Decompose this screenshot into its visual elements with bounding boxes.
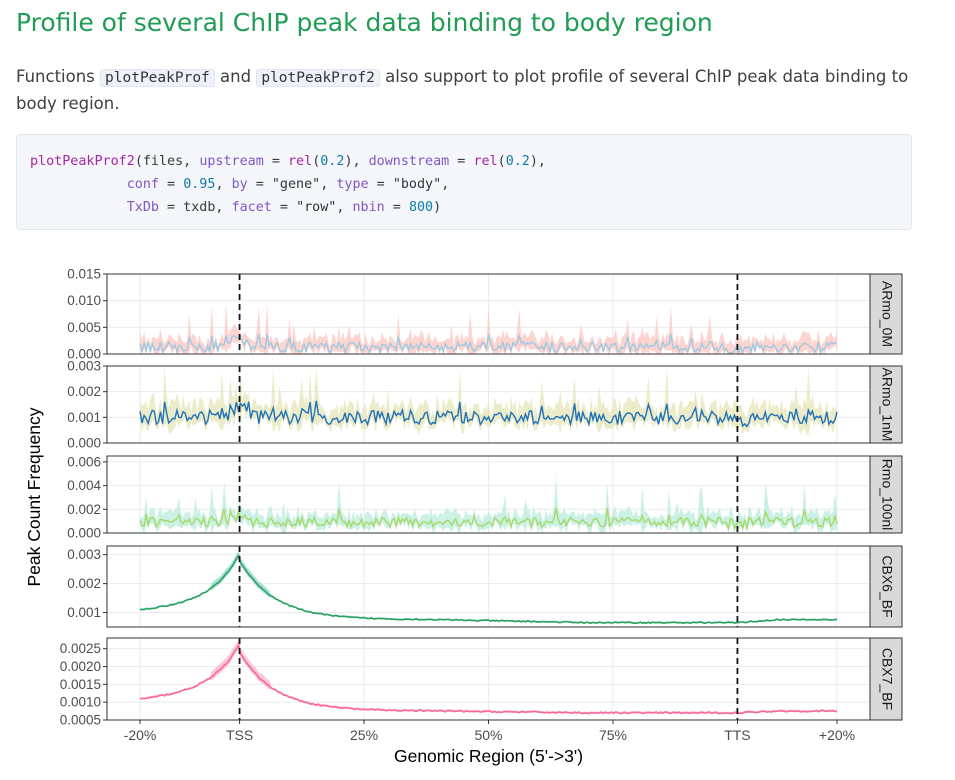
code-token: conf	[126, 177, 159, 192]
y-tick-label: 0.001	[67, 410, 101, 425]
code-token: =	[271, 200, 297, 215]
code-token: "row"	[296, 200, 337, 215]
code-token: =	[263, 154, 288, 169]
code-token: =	[384, 200, 409, 215]
facet-panel-CBX7_BF: 0.0005 0.0010 0.0015 0.0020 0.0025 CBX7_BF	[60, 637, 903, 728]
code-token: 0.2	[505, 154, 530, 169]
code-token: TxDb	[126, 200, 159, 215]
code-token: ),	[529, 154, 546, 169]
y-tick-label: 0.001	[67, 605, 101, 620]
inline-code-plotPeakProf2: plotPeakProf2	[256, 69, 380, 87]
code-token: downstream	[368, 154, 450, 169]
x-tick-label: -20%	[124, 727, 157, 743]
facet-strip-label: ARmo_1nM	[879, 368, 895, 442]
y-tick-label: 0.010	[67, 293, 101, 308]
y-tick-label: 0.000	[67, 436, 101, 451]
y-tick-label: 0.000	[67, 347, 101, 362]
para-text: and	[214, 67, 257, 86]
code-token: 0.95	[183, 177, 216, 192]
code-token: (files,	[134, 154, 200, 169]
y-tick-label: 0.004	[67, 478, 101, 493]
x-tick-label: TSS	[226, 727, 253, 743]
y-tick-label: 0.002	[67, 502, 101, 517]
code-token: facet	[231, 200, 272, 215]
code-token: ,	[336, 200, 353, 215]
facet-panel-ARmo_1nM: 0.000 0.001 0.002 0.003 ARmo_1nM	[67, 359, 903, 451]
y-tick-label: 0.006	[67, 454, 101, 469]
code-token: rel	[288, 154, 313, 169]
facet-strip	[869, 545, 903, 628]
code-token: = txdb,	[159, 200, 232, 215]
code-token: ,	[215, 177, 232, 192]
code-token: nbin	[352, 200, 385, 215]
code-token: "gene"	[271, 177, 321, 192]
code-token: type	[336, 177, 369, 192]
code-token: rel	[473, 154, 498, 169]
code-token: 0.2	[320, 154, 345, 169]
peak-profile-chart: 0.0000.0050.0100.015ARmo_0M0.0000.0010.0…	[24, 267, 903, 766]
code-token: 800	[408, 200, 434, 215]
y-tick-label: 0.000	[67, 526, 101, 541]
facet-strip-label: CBX7_BF	[879, 648, 895, 710]
code-token	[30, 200, 127, 215]
code-token: by	[231, 177, 248, 192]
y-tick-label: 0.0005	[60, 713, 101, 728]
code-token: =	[368, 177, 393, 192]
para-text: also support to plot profile of several …	[16, 67, 909, 113]
x-tick-label: 25%	[350, 727, 378, 743]
code-token: =	[247, 177, 272, 192]
code-text[interactable]: plotPeakProf2(files, upstream = rel(0.2)…	[30, 150, 546, 219]
code-token: plotPeakProf2	[30, 154, 135, 169]
profile-line	[139, 507, 838, 531]
y-tick-label: 0.002	[67, 384, 101, 399]
code-token: (	[497, 154, 506, 169]
code-token: (	[312, 154, 321, 169]
code-token: =	[159, 177, 184, 192]
y-axis-title: Peak Count Frequency	[24, 407, 44, 586]
facet-panel-CBX6_BF: 0.001 0.002 0.003 CBX6_BF	[67, 545, 903, 628]
x-tick-label: 50%	[474, 727, 502, 743]
x-axis-title: Genomic Region (5'->3')	[394, 746, 583, 766]
x-tick-label: TTS	[724, 727, 750, 743]
y-tick-label: 0.005	[67, 320, 101, 335]
x-tick-label: +20%	[819, 727, 855, 743]
y-tick-label: 0.002	[67, 576, 101, 591]
facet-strip-label: CBX6_BF	[879, 555, 895, 617]
x-tick-label: 75%	[599, 727, 627, 743]
code-token: upstream	[199, 154, 264, 169]
facet-strip-label: Rmo_100nl	[879, 459, 895, 531]
y-tick-label: 0.0025	[60, 641, 101, 656]
facet-strip	[869, 273, 903, 355]
facet-panel-ARmo_0M: 0.000 0.005 0.010 0.015 ARmo_0M	[67, 267, 903, 362]
profile-line	[139, 643, 838, 715]
inline-code-plotPeakProf: plotPeakProf	[100, 69, 215, 87]
facet-panel-Rmo_100nl: 0.000 0.002 0.004 0.006 Rmo_100nl	[67, 454, 903, 541]
facet-strip-label: ARmo_0M	[879, 281, 895, 347]
facet-strip	[869, 637, 903, 721]
profile-line	[139, 553, 837, 625]
facet-strip	[869, 455, 903, 534]
code-token: ,	[441, 177, 450, 192]
profile-line	[139, 400, 838, 428]
y-tick-label: 0.015	[67, 267, 101, 282]
code-block[interactable]: plotPeakProf2(files, upstream = rel(0.2)…	[16, 134, 912, 230]
code-token: ),	[344, 154, 369, 169]
para-text: Functions	[16, 67, 101, 86]
y-tick-label: 0.0020	[60, 659, 101, 674]
code-token: )	[433, 200, 442, 215]
profile-line	[139, 333, 838, 356]
y-tick-label: 0.0010	[60, 695, 101, 710]
code-token: "body"	[392, 177, 442, 192]
facet-strip	[869, 365, 903, 444]
intro-paragraph: Functions plotPeakProf and plotPeakProf2…	[16, 64, 916, 117]
code-token: ,	[320, 177, 337, 192]
y-tick-label: 0.003	[67, 547, 101, 562]
y-tick-label: 0.003	[67, 359, 101, 374]
code-token: =	[449, 154, 474, 169]
code-token	[30, 177, 127, 192]
y-tick-label: 0.0015	[60, 677, 101, 692]
section-heading: Profile of several ChIP peak data bindin…	[16, 8, 713, 37]
